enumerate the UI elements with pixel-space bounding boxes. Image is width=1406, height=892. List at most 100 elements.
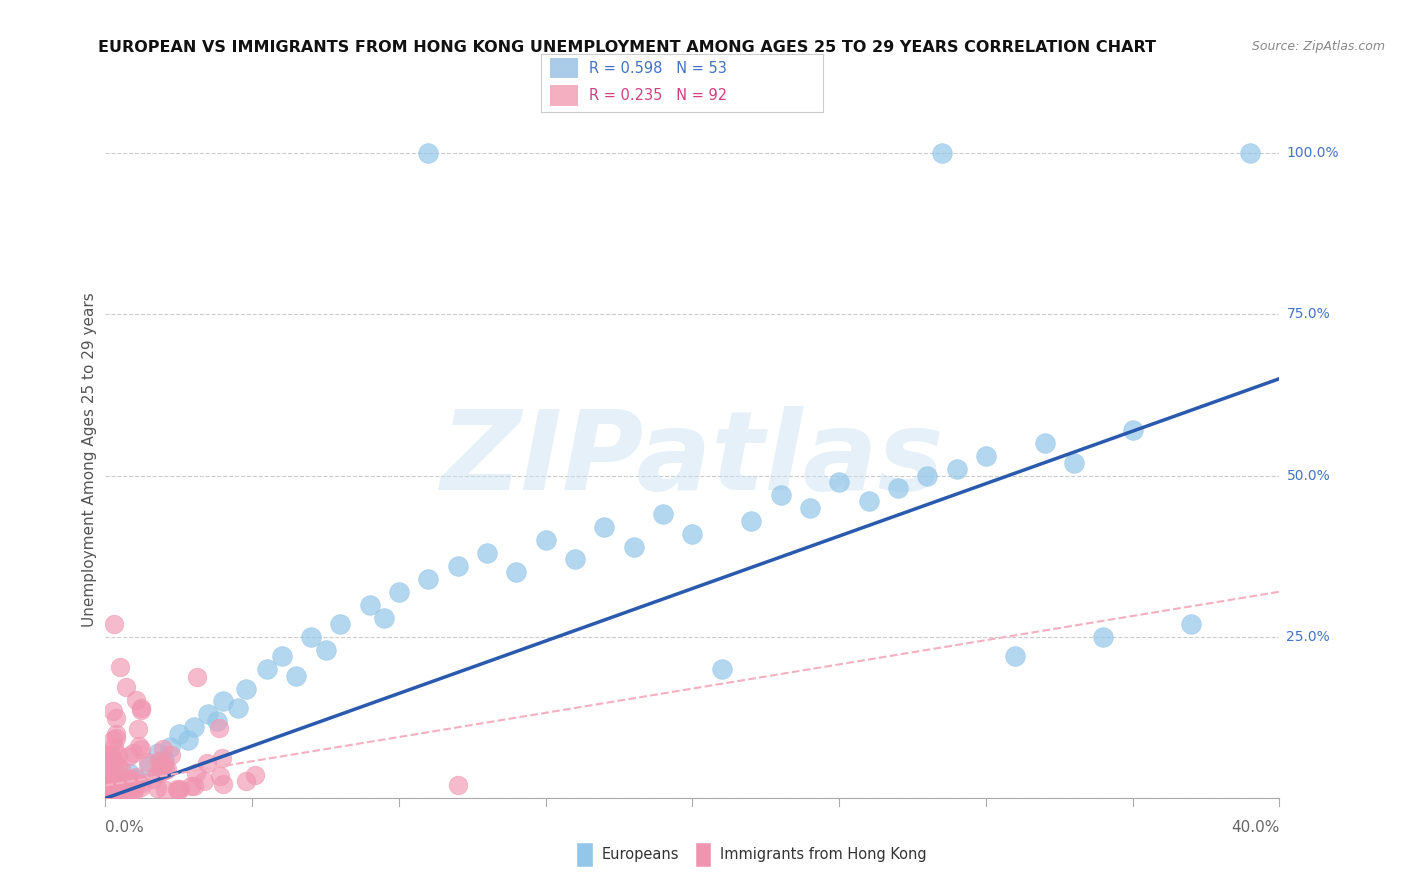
Point (104, 731, 127, 745)
Point (195, 756, 218, 771)
Point (129, 742, 152, 756)
Point (148, 746, 170, 760)
Point (1063, 456, 1085, 470)
Bar (576, 842, 593, 867)
Point (94, 747, 117, 762)
Point (100, 748, 122, 763)
Point (122, 788, 145, 802)
Point (110, 762, 132, 776)
Point (208, 769, 231, 783)
Point (115, 681, 138, 695)
Point (270, 649, 292, 664)
Point (945, 462, 967, 476)
Point (110, 773, 132, 788)
Point (108, 779, 131, 793)
Point (359, 598, 381, 612)
Point (285, 668, 308, 682)
Point (159, 739, 181, 754)
Point (96, 754, 118, 768)
Text: Source: ZipAtlas.com: Source: ZipAtlas.com (1251, 40, 1385, 54)
Point (112, 782, 135, 797)
Point (124, 772, 146, 786)
Point (197, 707, 219, 722)
Point (146, 780, 169, 795)
Point (105, 711, 128, 725)
Point (103, 778, 125, 792)
Point (193, 774, 215, 789)
Point (184, 766, 207, 780)
Point (1180, 617, 1202, 632)
Point (107, 758, 129, 772)
Point (475, 546, 498, 560)
Point (122, 746, 145, 760)
Text: 40.0%: 40.0% (1232, 821, 1279, 835)
Point (128, 739, 150, 753)
Point (142, 772, 165, 787)
Point (183, 720, 205, 734)
Point (96, 784, 118, 798)
Point (129, 777, 152, 791)
Point (145, 767, 167, 781)
Bar (550, 86, 578, 106)
Point (127, 722, 149, 736)
Point (103, 617, 125, 632)
Point (131, 703, 153, 717)
Point (129, 701, 152, 715)
Point (858, 494, 880, 508)
Point (166, 781, 188, 796)
Point (828, 475, 851, 489)
Point (148, 754, 170, 768)
Point (118, 772, 141, 786)
Point (108, 779, 131, 793)
Point (623, 540, 645, 554)
Point (329, 617, 352, 632)
Point (169, 781, 191, 796)
Point (153, 782, 176, 797)
Point (931, 145, 953, 160)
Point (120, 786, 142, 800)
Point (104, 776, 127, 790)
Point (418, 145, 440, 160)
Text: Europeans: Europeans (602, 847, 679, 862)
Point (1004, 649, 1026, 664)
Point (96, 747, 118, 762)
Point (120, 773, 142, 788)
Point (740, 514, 762, 528)
Point (446, 779, 468, 793)
Y-axis label: Unemployment Among Ages 25 to 29 years: Unemployment Among Ages 25 to 29 years (82, 292, 97, 627)
Point (505, 566, 527, 580)
Point (534, 533, 557, 547)
Point (153, 757, 176, 772)
Text: ZIPatlas: ZIPatlas (440, 406, 945, 513)
Point (243, 768, 266, 782)
Point (111, 775, 134, 789)
Point (180, 779, 202, 793)
Point (166, 783, 188, 797)
Point (682, 526, 704, 541)
Point (226, 701, 249, 715)
Point (564, 552, 586, 566)
Point (208, 721, 231, 735)
Point (118, 779, 141, 793)
Point (96, 753, 118, 767)
Bar (550, 58, 578, 78)
Point (110, 659, 132, 673)
Point (101, 790, 124, 805)
Point (103, 754, 125, 768)
Point (710, 662, 733, 676)
Text: 0.0%: 0.0% (105, 821, 145, 835)
Point (211, 694, 233, 708)
Point (212, 777, 235, 791)
Point (150, 764, 173, 779)
Point (117, 780, 139, 795)
Point (418, 572, 440, 586)
Point (211, 750, 233, 764)
Point (105, 779, 128, 793)
Point (105, 776, 128, 790)
Point (593, 520, 616, 534)
Point (118, 748, 141, 763)
Text: 25.0%: 25.0% (1286, 630, 1330, 644)
Text: 75.0%: 75.0% (1286, 307, 1330, 321)
Point (299, 630, 322, 644)
Text: 50.0%: 50.0% (1286, 468, 1330, 483)
